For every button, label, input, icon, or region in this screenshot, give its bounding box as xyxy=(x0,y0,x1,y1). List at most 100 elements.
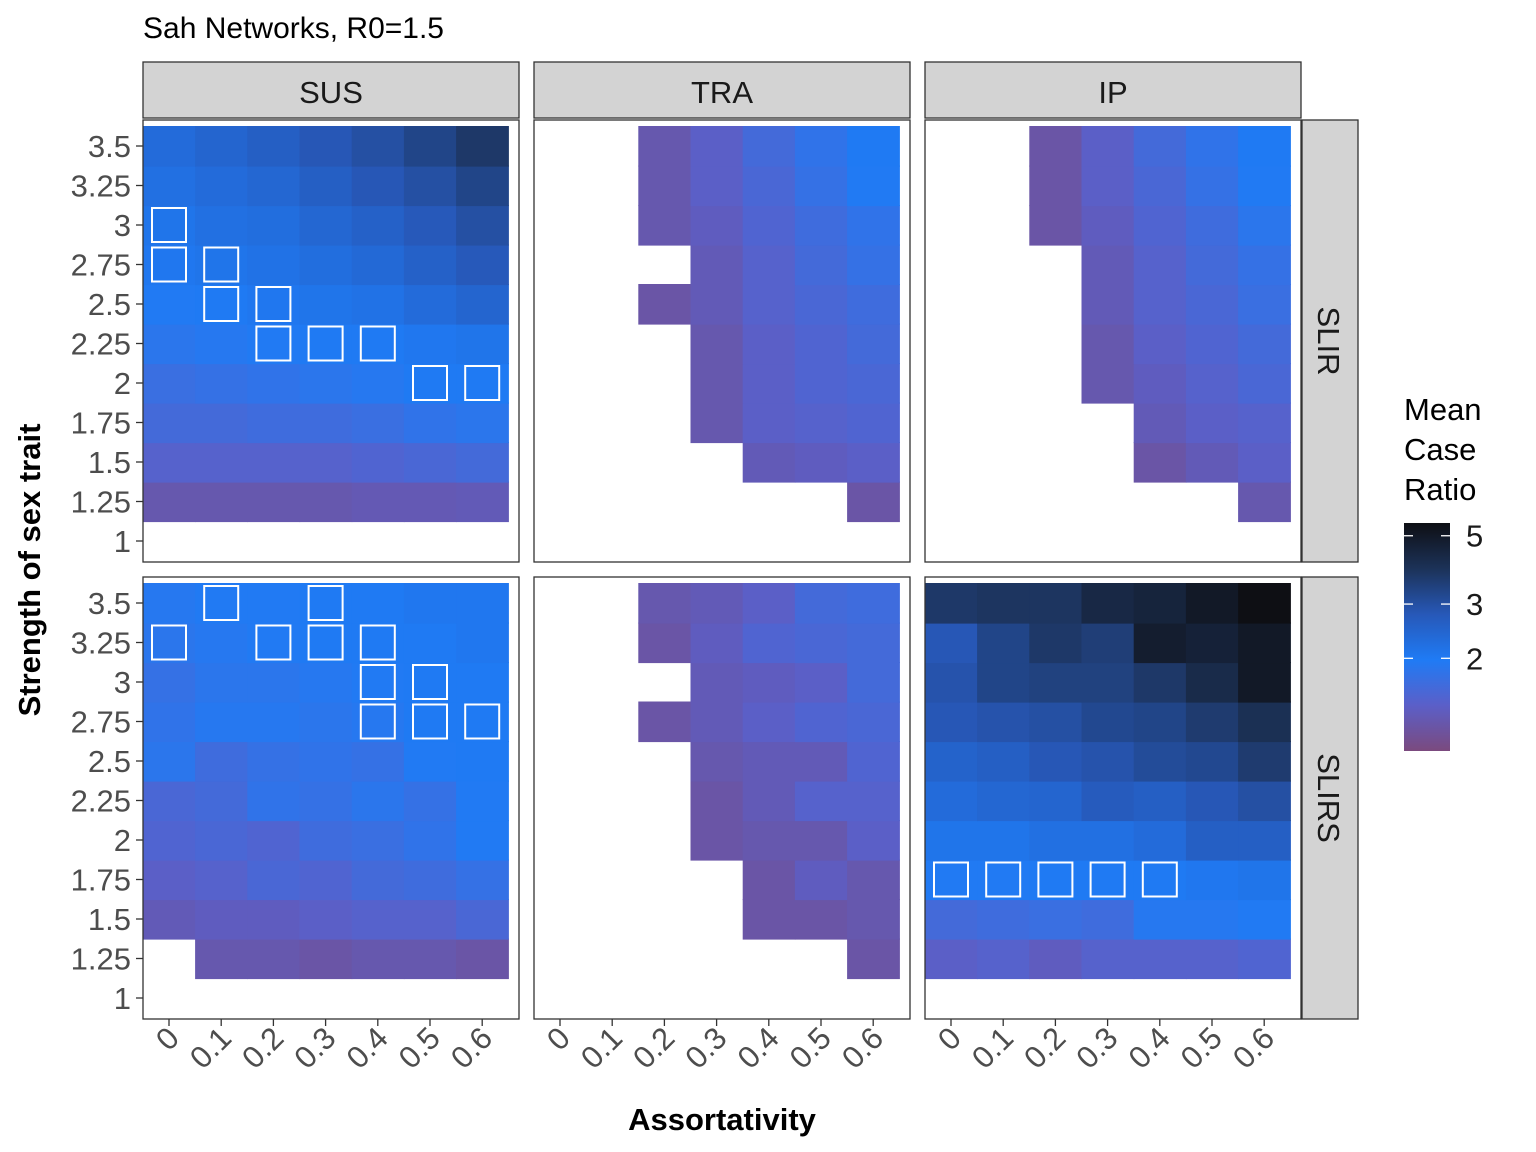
heatmap-cell xyxy=(456,899,509,940)
heatmap-cell xyxy=(1238,741,1291,782)
heatmap-cell xyxy=(299,244,353,286)
heatmap-cell xyxy=(1185,442,1239,483)
highlighted-cell-marker xyxy=(151,624,187,661)
heatmap-cell xyxy=(299,442,353,483)
heatmap-cell xyxy=(351,780,405,822)
highlighted-cell-marker xyxy=(151,207,187,243)
heatmap-cell xyxy=(456,205,509,246)
y-tick-label: 2.75 xyxy=(71,705,131,740)
heatmap-cell xyxy=(1133,126,1187,167)
panel-tra-slirs xyxy=(533,576,911,1020)
heatmap-cell xyxy=(351,583,405,624)
heatmap-cell xyxy=(195,820,248,861)
heatmap-cell xyxy=(1185,402,1239,444)
heatmap-cell xyxy=(403,323,457,365)
panel-border xyxy=(924,576,1302,1020)
heatmap-cell xyxy=(638,701,692,743)
x-tick-label: 0.4 xyxy=(340,1020,395,1075)
heatmap-cell xyxy=(195,363,248,404)
heatmap-cell xyxy=(403,481,457,523)
panel-ip-slir xyxy=(924,119,1302,563)
heatmap-cell xyxy=(847,165,900,207)
heatmap-cell xyxy=(690,165,744,207)
heatmap-cell xyxy=(351,741,405,782)
heatmap-cell xyxy=(794,859,848,901)
heatmap-cell xyxy=(299,701,353,743)
heatmap-cell xyxy=(1133,701,1187,743)
heatmap-cell xyxy=(1238,859,1291,901)
heatmap-cell xyxy=(1185,323,1239,365)
heatmap-cell xyxy=(299,583,353,624)
y-tick-label: 2.5 xyxy=(88,287,131,322)
heatmap-cell xyxy=(1081,741,1135,782)
heatmap-cell xyxy=(247,701,301,743)
heatmap-cell xyxy=(1029,859,1083,901)
heatmap-cell xyxy=(142,780,196,822)
heatmap-cell xyxy=(1133,402,1187,444)
heatmap-cell xyxy=(847,284,900,325)
heatmap-cell xyxy=(1238,284,1291,325)
y-tick-label: 1.5 xyxy=(88,445,131,480)
heatmap-cell xyxy=(977,701,1030,743)
x-tick-label: 0 xyxy=(931,1020,968,1057)
heatmap-cell xyxy=(742,859,796,901)
heatmap-cell xyxy=(1133,244,1187,286)
heatmap-cell xyxy=(742,583,796,624)
heatmap-cell xyxy=(351,938,405,980)
heatmap-cell xyxy=(1133,622,1187,664)
heatmap-cell xyxy=(142,622,196,664)
heatmap-cell xyxy=(247,165,301,207)
highlighted-cell-marker xyxy=(307,624,344,661)
heatmap-cell xyxy=(638,126,692,167)
highlighted-cell-marker xyxy=(985,861,1022,898)
heatmap-cell xyxy=(403,899,457,940)
heatmap-cell xyxy=(195,622,248,664)
heatmap-cell xyxy=(1185,701,1239,743)
heatmap-cell xyxy=(1081,205,1135,246)
facet-strip-label: IP xyxy=(1098,75,1127,110)
heatmap-cell xyxy=(195,402,248,444)
heatmap-cell xyxy=(1133,741,1187,782)
heatmap-cell xyxy=(742,899,796,940)
heatmap-cell xyxy=(1238,481,1291,523)
heatmap-cell xyxy=(247,662,301,703)
heatmap-cell xyxy=(351,442,405,483)
heatmap-cell xyxy=(977,741,1030,782)
heatmap-cell xyxy=(456,583,509,624)
heatmap-cell xyxy=(195,323,248,365)
heatmap-cell xyxy=(142,899,196,940)
heatmap-cell xyxy=(351,323,405,365)
heatmap-cell xyxy=(794,244,848,286)
heatmap-cell xyxy=(247,741,301,782)
x-tick-label: 0.5 xyxy=(783,1020,838,1075)
heatmap-cell xyxy=(456,662,509,703)
heatmap-cell xyxy=(1081,583,1135,624)
heatmap-cell xyxy=(1185,165,1239,207)
heatmap-cell xyxy=(351,244,405,286)
heatmap-cell xyxy=(142,402,196,444)
panel-border xyxy=(142,119,520,563)
heatmap-cell xyxy=(351,481,405,523)
heatmap-cell xyxy=(142,165,196,207)
highlighted-cell-marker xyxy=(412,703,448,740)
heatmap-cell xyxy=(1185,899,1239,940)
heatmap-cell xyxy=(142,244,196,286)
facet-strip-slirs xyxy=(1301,576,1359,1020)
heatmap-cell xyxy=(142,442,196,483)
heatmap-cell xyxy=(142,126,196,167)
heatmap-cell xyxy=(195,481,248,523)
heatmap-cell xyxy=(1029,899,1083,940)
heatmap-cell xyxy=(847,402,900,444)
heatmap-cell xyxy=(742,284,796,325)
highlighted-cell-marker xyxy=(203,286,240,322)
y-tick-label: 1.75 xyxy=(71,406,131,441)
heatmap-cell xyxy=(794,899,848,940)
heatmap-cell xyxy=(742,244,796,286)
heatmap-cell xyxy=(690,402,744,444)
y-tick-label: 1 xyxy=(114,524,131,559)
heatmap-cell xyxy=(742,820,796,861)
heatmap-cell xyxy=(456,323,509,365)
heatmap-cell xyxy=(794,662,848,703)
heatmap-cell xyxy=(456,701,509,743)
